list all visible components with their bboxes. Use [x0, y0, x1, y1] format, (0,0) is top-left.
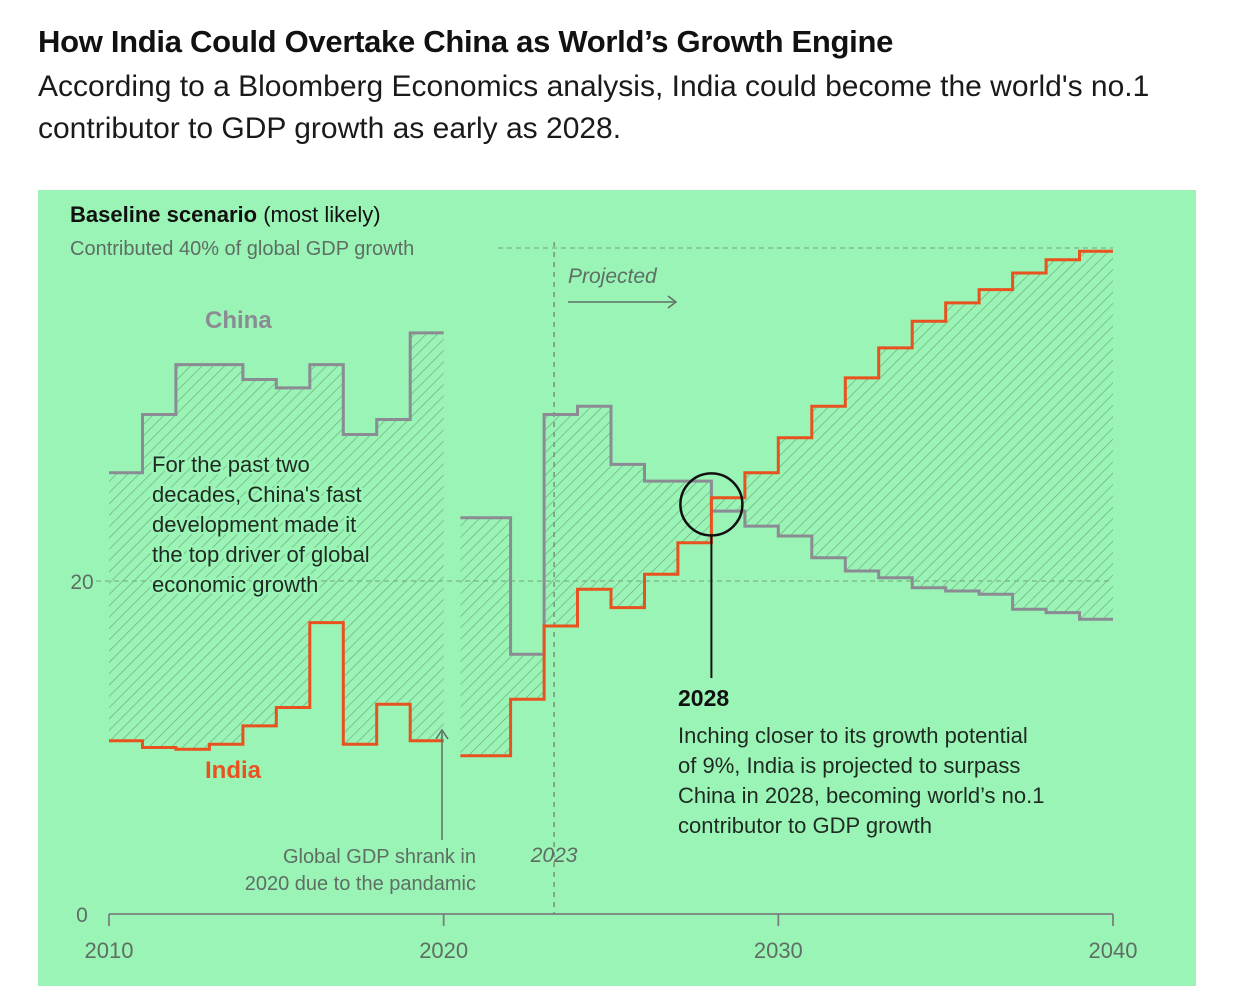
callout-text-line: China in 2028, becoming world’s no.1	[678, 783, 1045, 808]
china-note-line: economic growth	[152, 572, 318, 597]
chart-panel: Baseline scenario (most likely) 2010 2020…	[38, 190, 1196, 986]
hatched-gap-area	[460, 251, 1113, 756]
year-2023-label: 2023	[530, 844, 578, 867]
step-chart: 2010 2020 2030 2040 0 20 Contributed 40% of gl…	[70, 238, 1138, 963]
x-tick-label-2010: 2010	[85, 938, 134, 963]
hatched-gap-area	[109, 332, 444, 750]
india-series-label: India	[205, 757, 262, 784]
panel-heading-bold: Baseline scenario	[70, 202, 258, 227]
panel-heading-rest: (most likely)	[257, 202, 381, 227]
x-tick-label-2020: 2020	[419, 938, 468, 963]
china-note-line: For the past two	[152, 452, 310, 477]
callout-text-line: contributor to GDP growth	[678, 813, 932, 838]
china-note-line: the top driver of global	[152, 542, 370, 567]
chart-subtitle: According to a Bloomberg Economics analy…	[38, 70, 1150, 145]
china-note-line: development made it	[152, 512, 356, 537]
projected-label: Projected	[568, 265, 658, 288]
callout-text-line: of 9%, India is projected to surpass	[678, 753, 1020, 778]
pandemic-note-line: Global GDP shrank in	[283, 846, 476, 868]
china-series-line	[460, 404, 1113, 656]
china-series-label: China	[205, 307, 272, 334]
pandemic-note-line: 2020 due to the pandamic	[245, 873, 476, 895]
x-tick-label-2030: 2030	[754, 938, 803, 963]
india-series-line	[460, 249, 1113, 758]
callout-text-line: Inching closer to its growth potential	[678, 723, 1028, 748]
china-series-line	[109, 331, 444, 475]
top-reference-label: Contributed 40% of global GDP growth	[70, 238, 414, 260]
india-series-line	[109, 621, 444, 751]
chart-title: How India Could Overtake China as World’…	[38, 24, 894, 59]
pandemic-arrow-head	[435, 728, 449, 740]
projected-arrow-head	[667, 295, 678, 309]
y-tick-label-20: 20	[70, 571, 93, 594]
x-tick-label-2040: 2040	[1089, 938, 1138, 963]
panel-heading: Baseline scenario (most likely)	[70, 202, 381, 228]
callout-year: 2028	[678, 685, 729, 711]
y-tick-label-0: 0	[76, 904, 88, 927]
china-note-line: decades, China's fast	[152, 482, 362, 507]
